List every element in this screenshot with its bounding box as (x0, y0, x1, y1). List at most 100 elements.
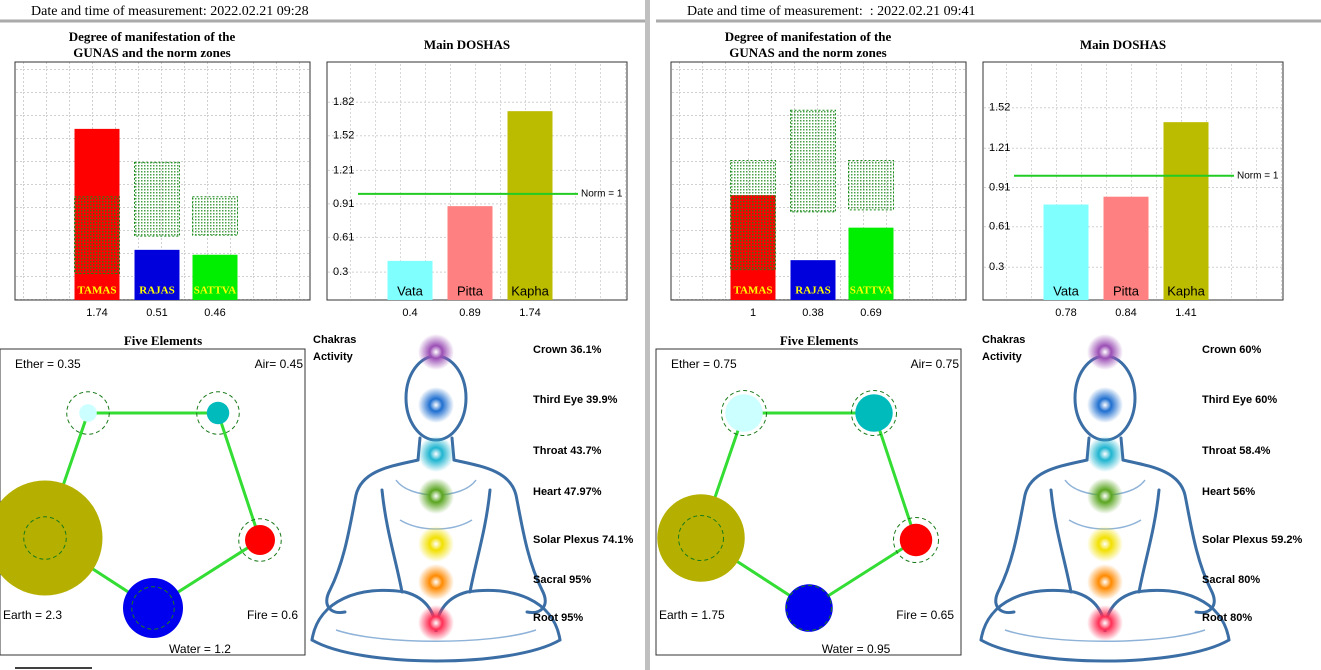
bar (790, 260, 836, 300)
y-tick-label: 1.21 (333, 164, 354, 176)
value-label: 1.74 (519, 307, 540, 319)
chakras-title: Chakras (982, 334, 1025, 346)
bar (848, 227, 894, 300)
element-label: Earth = 2.3 (3, 608, 62, 622)
value-label: 1.41 (1175, 307, 1196, 319)
bar-label: TAMAS (78, 285, 117, 297)
chakra-label: Sacral 80% (1202, 574, 1260, 586)
value-label: 0.4 (402, 307, 417, 319)
y-tick-label: 0.91 (333, 198, 354, 210)
bar-label: SATTVA (850, 285, 892, 297)
chakra-label: Crown 60% (1202, 344, 1262, 356)
chakras-title: Activity (313, 351, 354, 363)
chakra-figure (310, 332, 562, 663)
value-label: 0.89 (459, 307, 480, 319)
elements-frame (0, 348, 306, 656)
bar-label: Vata (1053, 283, 1080, 298)
header: Date and time of measurement: : 2022.02.… (687, 4, 976, 19)
chakras-title: Chakras (313, 334, 356, 346)
chakra-label: Solar Plexus 74.1% (533, 534, 633, 546)
bar (1043, 204, 1089, 300)
bar (1103, 196, 1149, 300)
element-label: Fire = 0.6 (247, 608, 298, 622)
chakras-title: Activity (982, 351, 1023, 363)
chakra-label: Root 80% (1202, 612, 1252, 624)
bar-label: RAJAS (139, 285, 174, 297)
chakra-label: Third Eye 39.9% (533, 394, 618, 406)
chart-title: Degree of manifestation of the (69, 29, 236, 44)
element-label: Ether = 0.35 (15, 357, 81, 371)
norm-zone (730, 160, 776, 271)
element-circle (785, 584, 833, 632)
chart-title: GUNAS and the norm zones (729, 45, 886, 60)
chakra-figure (979, 332, 1231, 663)
chakra-label: Throat 58.4% (1202, 445, 1271, 457)
value-label: 0.69 (860, 307, 881, 319)
chakra-label: Throat 43.7% (533, 445, 602, 457)
norm-label: Norm = 1 (1237, 170, 1279, 181)
element-circle (0, 480, 103, 596)
bar-label: SATTVA (194, 285, 236, 297)
element-circle (245, 525, 275, 555)
norm-zone (848, 160, 894, 211)
panel: Date and time of measurement: : 2022.02.… (655, 4, 1321, 656)
bar (447, 206, 493, 300)
norm-circle (196, 391, 240, 435)
chakra-label: Third Eye 60% (1202, 394, 1277, 406)
y-tick-label: 1.21 (989, 142, 1010, 154)
panel-separator (645, 0, 650, 670)
value-label: 0.38 (802, 307, 823, 319)
chart-title: Five Elements (124, 333, 202, 348)
element-label: Air= 0.45 (255, 357, 304, 371)
y-tick-label: 1.52 (333, 130, 354, 142)
norm-zone (192, 196, 238, 236)
bar-label: Kapha (511, 283, 549, 298)
y-tick-label: 0.91 (989, 181, 1010, 193)
bar-label: RAJAS (795, 285, 830, 297)
chart-title: Main DOSHAS (1080, 37, 1166, 52)
norm-zone (74, 196, 120, 274)
bar (507, 111, 553, 300)
bar (387, 260, 433, 300)
value-label: 0.78 (1055, 307, 1076, 319)
chakra-label: Crown 36.1% (533, 344, 602, 356)
norm-circle (131, 586, 175, 630)
chart-title: Five Elements (780, 333, 858, 348)
chakra-label: Root 95% (533, 612, 583, 624)
norm-circle (238, 518, 282, 562)
element-label: Ether = 0.75 (671, 357, 737, 371)
norm-circle (678, 515, 724, 561)
element-circle (855, 394, 893, 432)
norm-circle (786, 585, 832, 631)
y-tick-label: 0.61 (989, 221, 1010, 233)
norm-circle (721, 390, 767, 436)
bar-label: Pitta (1113, 283, 1140, 298)
norm-circle (851, 390, 897, 436)
norm-zone (134, 161, 180, 237)
value-label: 0.51 (146, 307, 167, 319)
value-label: 1 (750, 307, 756, 319)
norm-circle (23, 516, 67, 560)
bar (1163, 122, 1209, 301)
norm-circle (66, 391, 110, 435)
chakra-label: Solar Plexus 59.2% (1202, 534, 1302, 546)
chart-title: Main DOSHAS (424, 37, 510, 52)
y-tick-label: 0.61 (333, 231, 354, 243)
element-circle (657, 494, 745, 582)
norm-circle (893, 517, 939, 563)
norm-label: Norm = 1 (581, 188, 623, 199)
value-label: 1.74 (86, 307, 107, 319)
panel: Date and time of measurement: 2022.02.21… (0, 4, 645, 656)
element-label: Air= 0.75 (911, 357, 960, 371)
chakra-label: Heart 56% (1202, 486, 1255, 498)
chart-title: GUNAS and the norm zones (73, 45, 230, 60)
element-circle (725, 394, 763, 432)
element-link (216, 412, 262, 541)
header: Date and time of measurement: 2022.02.21… (31, 4, 309, 19)
y-tick-label: 1.82 (333, 96, 354, 108)
elements-frame (655, 348, 962, 656)
bar-label: Pitta (457, 283, 484, 298)
bar (192, 254, 238, 300)
element-link (872, 412, 918, 541)
